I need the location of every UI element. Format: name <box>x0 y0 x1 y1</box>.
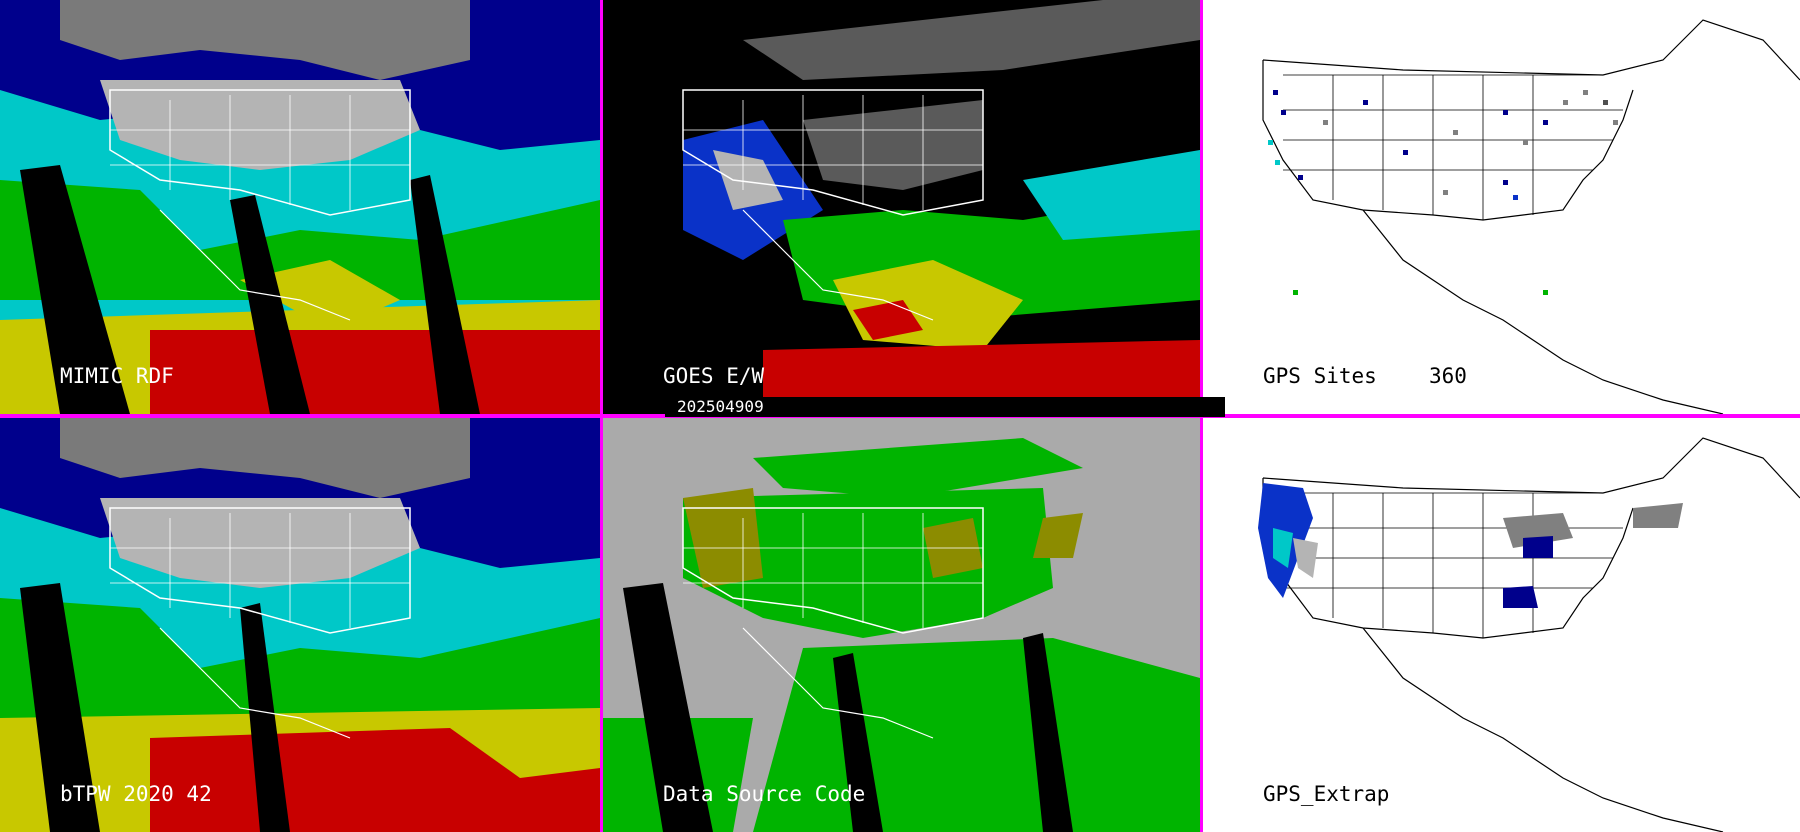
data-source-label: Data Source Code <box>663 782 866 806</box>
gps-extrap-label: GPS_Extrap <box>1263 782 1390 806</box>
gps-extrap-map <box>1203 418 1800 832</box>
gps-sites-count: 360 <box>1429 364 1467 388</box>
gps-sites-panel: GPS Sites 360 <box>1203 0 1800 414</box>
timestamp-bar: 202504909 <box>665 397 1225 417</box>
mimic-rdf-panel: MIMIC RDF <box>0 0 600 414</box>
goes-panel: GOES E/W <box>603 0 1200 414</box>
gps-extrap-panel: GPS_Extrap <box>1203 418 1800 832</box>
goes-label: GOES E/W <box>663 364 765 388</box>
goes-map <box>603 0 1200 414</box>
data-source-panel: Data Source Code <box>603 418 1200 832</box>
gps-sites-label: GPS Sites <box>1263 364 1377 388</box>
btpw-label: bTPW 2020 42 <box>60 782 212 806</box>
btpw-map <box>0 418 600 832</box>
gps-sites-map <box>1203 0 1800 414</box>
mimic-rdf-map <box>0 0 600 414</box>
btpw-panel: bTPW 2020 42 <box>0 418 600 832</box>
data-source-map <box>603 418 1200 832</box>
mimic-rdf-label: MIMIC RDF <box>60 364 174 388</box>
gps-site-markers <box>1268 90 1618 295</box>
